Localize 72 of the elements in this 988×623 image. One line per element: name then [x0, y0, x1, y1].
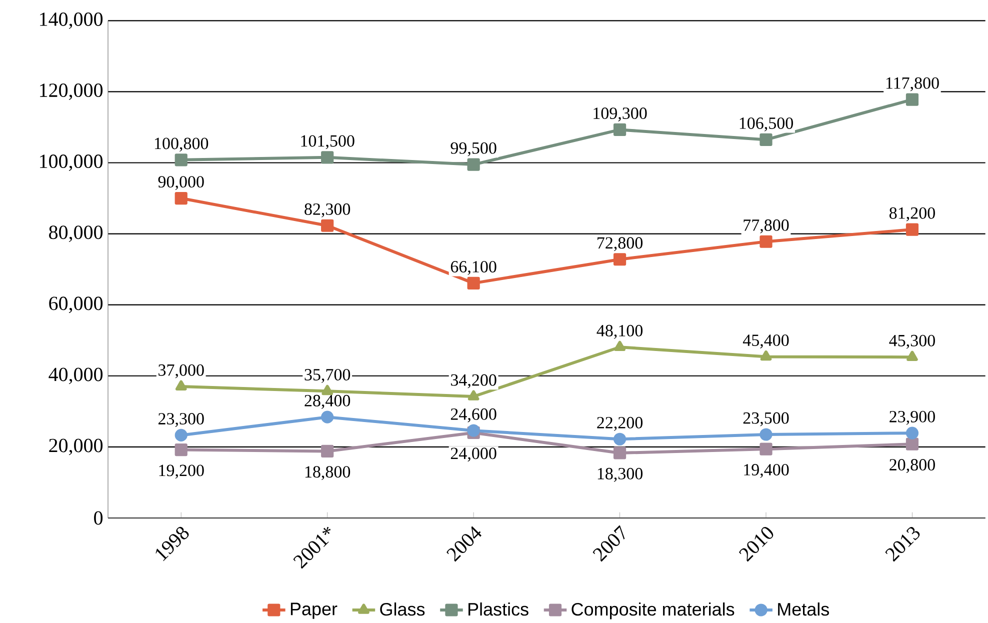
data-label: 23,300 [158, 413, 204, 427]
point [760, 235, 772, 248]
point [322, 384, 333, 396]
data-label: 45,300 [889, 334, 935, 349]
data-label: 18,300 [598, 468, 643, 482]
point [467, 158, 480, 171]
data-label: 100,800 [154, 138, 208, 152]
data-label: 19,200 [159, 464, 204, 479]
data-label: 99,500 [450, 142, 496, 156]
data-label: 48,100 [596, 324, 643, 339]
point [613, 432, 626, 446]
y-tick-label: 40,000 [48, 368, 103, 384]
point [467, 424, 480, 437]
data-label: 81,200 [890, 207, 935, 222]
point [614, 340, 626, 352]
data-label: 22,200 [597, 416, 643, 431]
point [906, 93, 919, 106]
data-label: 117,800 [886, 77, 939, 92]
data-label: 101,500 [301, 135, 354, 150]
point [174, 428, 188, 442]
point [467, 276, 480, 290]
point [906, 426, 919, 440]
point [174, 154, 188, 166]
data-label: 90,000 [158, 176, 204, 190]
y-tick-label: 60,000 [49, 296, 103, 314]
point [906, 350, 918, 361]
point [321, 444, 334, 458]
point [760, 350, 772, 361]
data-label: 28,400 [304, 394, 350, 409]
data-label: 20,800 [890, 459, 935, 473]
point [613, 446, 626, 460]
point [321, 410, 334, 424]
data-label: 37,000 [158, 364, 204, 378]
point [321, 219, 334, 232]
data-label: 24,000 [450, 448, 496, 462]
legend-label: Glass [380, 602, 425, 616]
data-label: 23,500 [743, 412, 789, 426]
point [760, 133, 772, 146]
data-label: 72,800 [598, 237, 643, 252]
data-label: 82,300 [304, 203, 350, 218]
data-label: 106,500 [740, 117, 793, 132]
point [760, 442, 772, 456]
data-label: 34,200 [451, 374, 496, 388]
data-label: 77,800 [744, 219, 789, 234]
y-tick-label: 120,000 [40, 84, 103, 100]
point [174, 192, 188, 205]
data-label: 35,700 [304, 368, 350, 383]
point [321, 151, 334, 164]
data-label: 19,400 [744, 464, 789, 478]
point [468, 390, 480, 400]
data-label: 18,800 [305, 466, 350, 480]
point [175, 380, 187, 390]
y-tick-label: 80,000 [49, 226, 103, 242]
legend-label: Plastics [468, 602, 528, 616]
y-tick-label: 100,000 [40, 154, 103, 171]
y-tick-label: 20,000 [49, 438, 103, 456]
point [906, 223, 919, 236]
legend-label: Composite materials [572, 602, 734, 620]
point [906, 438, 919, 450]
legend-label: Metals [778, 602, 829, 616]
legend-label: Paper [290, 602, 338, 619]
point [613, 253, 626, 266]
data-label: 45,400 [742, 334, 789, 348]
data-label: 23,900 [890, 410, 935, 425]
data-label: 66,100 [450, 260, 496, 275]
y-tick-label: 140,000 [40, 12, 103, 29]
data-label: 24,600 [450, 408, 496, 422]
y-tick-label: 0 [94, 511, 103, 525]
point [174, 443, 188, 456]
point [760, 428, 772, 441]
data-label: 109,300 [594, 108, 647, 122]
point [613, 123, 626, 136]
